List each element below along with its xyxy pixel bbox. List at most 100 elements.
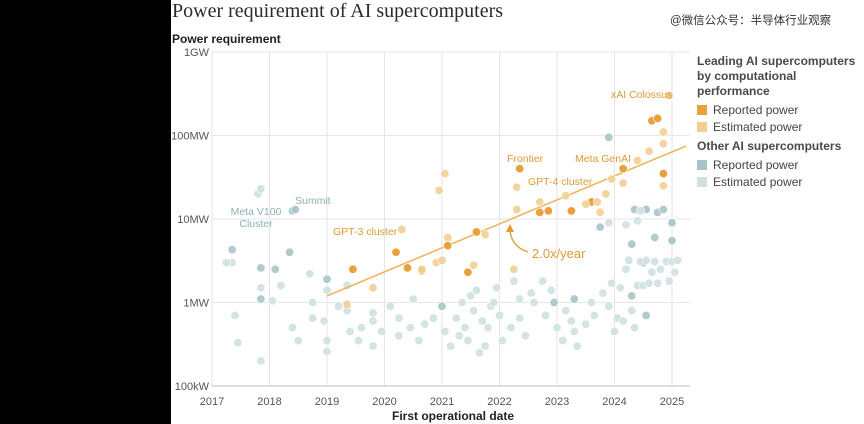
annotation-label: GPT-4 cluster [528,176,593,188]
other-estimated-point [308,313,318,323]
leading-estimated-point [592,197,602,207]
other-reported-point [227,245,237,255]
other-estimated-point [256,356,266,366]
other-reported-point [604,132,614,142]
annotation-label: GPT-3 cluster [333,226,398,238]
leading-estimated-point [664,91,674,101]
leading-estimated-point [480,230,490,240]
other-estimated-point [572,341,582,351]
other-estimated-point [322,285,332,295]
other-estimated-point [509,276,519,286]
other-estimated-point [655,264,665,274]
other-estimated-point [368,341,378,351]
other-reported-point [437,301,447,311]
y-axis-label: Power requirement [172,32,281,46]
x-tick-label: 2020 [372,396,396,408]
other-reported-point [285,247,295,257]
y-tick-label: 100MW [171,131,210,143]
x-tick-label: 2024 [602,396,626,408]
other-reported-point [667,236,677,246]
other-estimated-point [451,313,461,323]
leading-estimated-point [417,264,427,274]
other-estimated-point [368,308,378,318]
leading-estimated-point [632,156,642,166]
leading-estimated-point [644,146,654,156]
leading-reported-point [566,206,576,216]
other-estimated-point [420,319,430,329]
leading-reported-point [402,263,412,273]
legend-swatch-other-reported [697,159,707,170]
other-estimated-point [483,323,493,333]
other-reported-point [322,274,332,284]
other-estimated-point [457,297,467,307]
other-estimated-point [624,255,634,265]
leading-reported-point [653,113,663,123]
other-estimated-point [581,319,591,329]
x-tick-label: 2018 [257,396,281,408]
legend-label-other-reported: Reported power [713,157,799,172]
other-estimated-point [506,323,516,333]
other-estimated-point [664,276,674,286]
leading-estimated-point [581,199,591,209]
other-estimated-point [308,297,318,307]
other-estimated-point [293,336,303,346]
page-title: Power requirement of AI supercomputers [172,0,504,22]
other-estimated-point [670,267,680,277]
other-estimated-point [414,336,424,346]
annotation-label: Meta GenAI [575,153,631,165]
legend-swatch-other-estimated [697,176,707,187]
other-estimated-point [589,310,599,320]
other-estimated-point [322,346,332,356]
other-estimated-point [546,285,556,295]
legend-leading-title-1: Leading AI supercomputers [697,54,856,68]
x-tick-label: 2017 [200,396,224,408]
other-estimated-point [356,323,366,333]
other-supercomputer-points [221,132,683,366]
other-estimated-point [644,278,654,288]
annotation-label: Summit [295,195,331,207]
legend-swatch-leading-estimated [697,121,707,132]
other-estimated-point [446,341,456,351]
other-estimated-point [520,331,530,341]
leading-estimated-point [469,260,479,270]
other-reported-point [667,218,677,228]
leading-estimated-point [342,299,352,309]
y-tick-label: 1MW [183,298,209,310]
annotation-label: Cluster [239,218,273,230]
other-estimated-point [632,216,642,226]
other-estimated-point [368,316,378,326]
left-black-band [0,0,171,424]
other-estimated-point [333,301,343,311]
other-estimated-point [538,276,548,286]
other-estimated-point [515,294,525,304]
leading-estimated-point [397,224,407,234]
other-estimated-point [287,323,297,333]
other-estimated-point [256,283,266,293]
other-estimated-point [604,301,614,311]
leading-estimated-point [368,283,378,293]
leading-estimated-point [658,181,668,191]
leading-reported-point [618,164,628,174]
leading-estimated-point [595,207,605,217]
leading-estimated-point [443,233,453,243]
other-estimated-point [480,341,490,351]
leading-reported-point [348,264,358,274]
other-estimated-point [408,294,418,304]
grid [211,51,690,387]
leading-estimated-point [512,182,522,192]
x-tick-label: 2022 [487,396,511,408]
annotation-label: Frontier [507,153,544,165]
leading-estimated-point [561,191,571,201]
other-estimated-point [529,297,539,307]
legend-other-title: Other AI supercomputers [697,139,842,153]
legend-label-leading-estimated: Estimated power [713,119,803,134]
other-estimated-point [494,310,504,320]
other-estimated-point [558,336,568,346]
other-estimated-point [586,297,596,307]
legend: Leading AI supercomputers by computation… [697,54,864,190]
other-estimated-point [256,184,266,194]
leading-estimated-point [658,127,668,137]
other-estimated-point [552,323,562,333]
other-estimated-point [440,326,450,336]
annotation-label: Meta V100 [231,206,282,218]
